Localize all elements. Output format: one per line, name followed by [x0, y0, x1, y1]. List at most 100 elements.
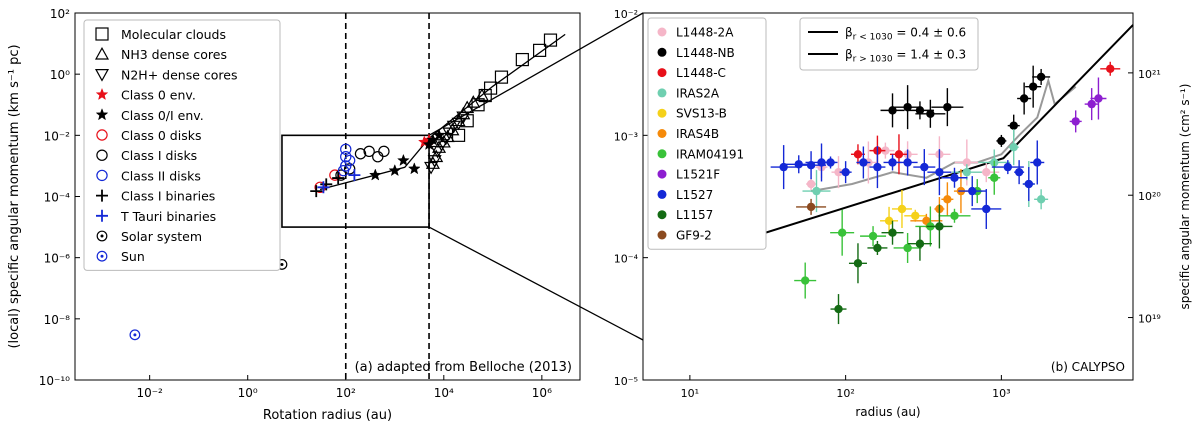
- legend-marker-class-i-binaries: [96, 189, 108, 202]
- point-l1527: [1030, 140, 1045, 185]
- legend-marker-l1157: [657, 210, 667, 220]
- fit-legend-label: βr > 1030 = 1.4 ± 0.3: [845, 48, 966, 65]
- zoom-box: [281, 134, 430, 228]
- point-n2h-dense-cores: [427, 155, 442, 168]
- point-l1527: [958, 176, 987, 207]
- panel-a-y-tick-label: 10⁻⁶: [44, 252, 71, 266]
- panel-b-y-tick-label: 10⁻³: [614, 130, 638, 143]
- panel-b-x-tick-label: 10³: [992, 387, 1010, 400]
- legend-label-l1448-c: L1448-C: [676, 66, 726, 80]
- point-l1527: [825, 156, 836, 169]
- point-class-0-i-env: [368, 168, 382, 181]
- point-l1157: [867, 240, 888, 255]
- point-l1448-nb: [996, 134, 1007, 147]
- legend-label-svs13-b: SVS13-B: [676, 107, 727, 121]
- legend-label-class-i-disks: Class I disks: [121, 148, 197, 163]
- legend-label-sun: Sun: [121, 249, 145, 264]
- point-svs13-b: [891, 189, 912, 228]
- legend-marker-class-i-disks: [96, 149, 108, 161]
- point-l1157: [926, 204, 953, 249]
- panel-b-label: (b) CALYPSO: [1051, 360, 1125, 374]
- point-l1527: [805, 143, 838, 182]
- panel-a-y-tick-label: 10⁰: [50, 68, 70, 82]
- point-l1521f: [1069, 110, 1082, 133]
- point-l1448-c: [889, 134, 908, 175]
- panel-a-legend: Molecular clouds NH3 dense cores N2H+ dens…: [83, 19, 281, 271]
- legend-marker-gf9-2: [657, 230, 667, 240]
- legend-marker-iras4b: [657, 129, 667, 138]
- point-molecular-clouds: [533, 43, 547, 57]
- fit-legend-label: βr < 1030 = 0.4 ± 0.6: [845, 26, 966, 43]
- point-l1521f: [1090, 77, 1107, 120]
- panel-b-x-axis-label: radius (au): [855, 405, 920, 419]
- panel-a-y-tick-label: 10⁻⁸: [44, 313, 71, 327]
- point-gf9-2: [796, 198, 827, 215]
- panel-b-y-tick-label: 10⁻²: [614, 8, 638, 21]
- point-l1527: [856, 146, 871, 179]
- legend-label-l1527: L1527: [676, 188, 713, 202]
- legend-label-class-0-disks: Class 0 disks: [121, 128, 201, 143]
- panel-a-chart: 10⁻² 10⁰ 10² 10⁴ 10⁶ 10⁻¹⁰ 10⁻⁸ 10⁻⁶ 10⁻⁴ 10⁻² 10⁰…: [7, 7, 581, 423]
- fit-legend-frame: [799, 17, 979, 71]
- legend-label-class-ii-disks: Class II disks: [121, 168, 201, 183]
- legend-label-n2h-dense-cores: N2H+ dense cores: [121, 67, 237, 82]
- point-l1527: [869, 146, 886, 189]
- model-line: [810, 76, 1077, 193]
- connector-bottom: [428, 226, 644, 341]
- point-class-ii-disks: [340, 143, 352, 155]
- point-class-i-binaries: [320, 178, 333, 191]
- point-sun: [129, 329, 141, 341]
- panel-a-x-tick-label: 10²: [336, 386, 356, 400]
- point-n2h-dense-cores: [451, 117, 466, 131]
- point-l1527: [1022, 167, 1035, 202]
- point-class-i-binaries: [310, 185, 323, 198]
- panel-b-lines: [736, 24, 1134, 243]
- point-iram04191: [794, 262, 817, 299]
- legend-marker-sun: [96, 250, 108, 262]
- panel-b-right-tick-label: 10¹⁹: [1138, 313, 1161, 326]
- legend-label-l1448-nb: L1448-NB: [676, 46, 735, 60]
- point-nh3-dense-cores: [474, 88, 489, 101]
- point-class-i-binaries: [332, 172, 345, 185]
- panel-a-x-axis-label: Rotation radius (au): [263, 408, 392, 423]
- point-class-ii-disks: [340, 151, 352, 163]
- point-svs13-b: [880, 206, 899, 235]
- legend-marker-solar-system: [96, 230, 108, 242]
- legend-marker-class-0-env: [95, 87, 109, 101]
- point-class-i-disks: [354, 148, 367, 160]
- point-iram04191: [830, 209, 855, 256]
- point-class-0-i-env: [432, 128, 446, 141]
- point-t-tauri-binaries: [317, 181, 330, 194]
- point-class-ii-disks: [337, 164, 350, 177]
- point-l1448-nb: [915, 99, 946, 128]
- panel-a-y-axis-label: (local) specific angular momentum (km s⁻…: [7, 44, 22, 348]
- legend-label-class-0-env: Class 0 env.: [121, 88, 196, 103]
- point-l1157: [848, 243, 867, 284]
- panel-b-y-tick-label: 10⁻⁵: [614, 375, 638, 388]
- legend-marker-class-ii-disks: [96, 169, 108, 182]
- legend-frame: [83, 19, 281, 271]
- point-l1527: [941, 167, 968, 188]
- point-iram04191: [893, 232, 922, 263]
- point-iram04191: [938, 208, 971, 223]
- point-l1448-nb: [894, 85, 921, 130]
- legend-marker-class-0-disks: [96, 129, 108, 141]
- point-l1448-2a: [831, 156, 846, 189]
- panel-a-x-tick-label: 10⁴: [434, 386, 454, 400]
- legend-label-iram04191: IRAM04191: [676, 147, 744, 161]
- point-class-0-i-env: [407, 162, 421, 175]
- point-n2h-dense-cores: [424, 161, 439, 175]
- point-l1527: [897, 149, 918, 176]
- point-l1527: [1014, 160, 1025, 185]
- point-molecular-clouds: [471, 98, 485, 112]
- panel-a-y-tick-label: 10⁻⁴: [44, 191, 71, 205]
- point-class-i-disks: [343, 163, 356, 175]
- point-l1521f: [1084, 88, 1099, 121]
- point-l1448-nb: [880, 93, 905, 128]
- point-iras2a: [802, 170, 831, 213]
- legend-marker-iram04191: [657, 149, 667, 159]
- panel-a-y-tick-label: 10⁻²: [44, 129, 71, 143]
- legend-marker-l1448-c: [657, 68, 667, 78]
- panel-a-ticks: 10⁻² 10⁰ 10² 10⁴ 10⁶ 10⁻¹⁰ 10⁻⁸ 10⁻⁶ 10⁻⁴ 10⁻² 10⁰…: [39, 7, 552, 400]
